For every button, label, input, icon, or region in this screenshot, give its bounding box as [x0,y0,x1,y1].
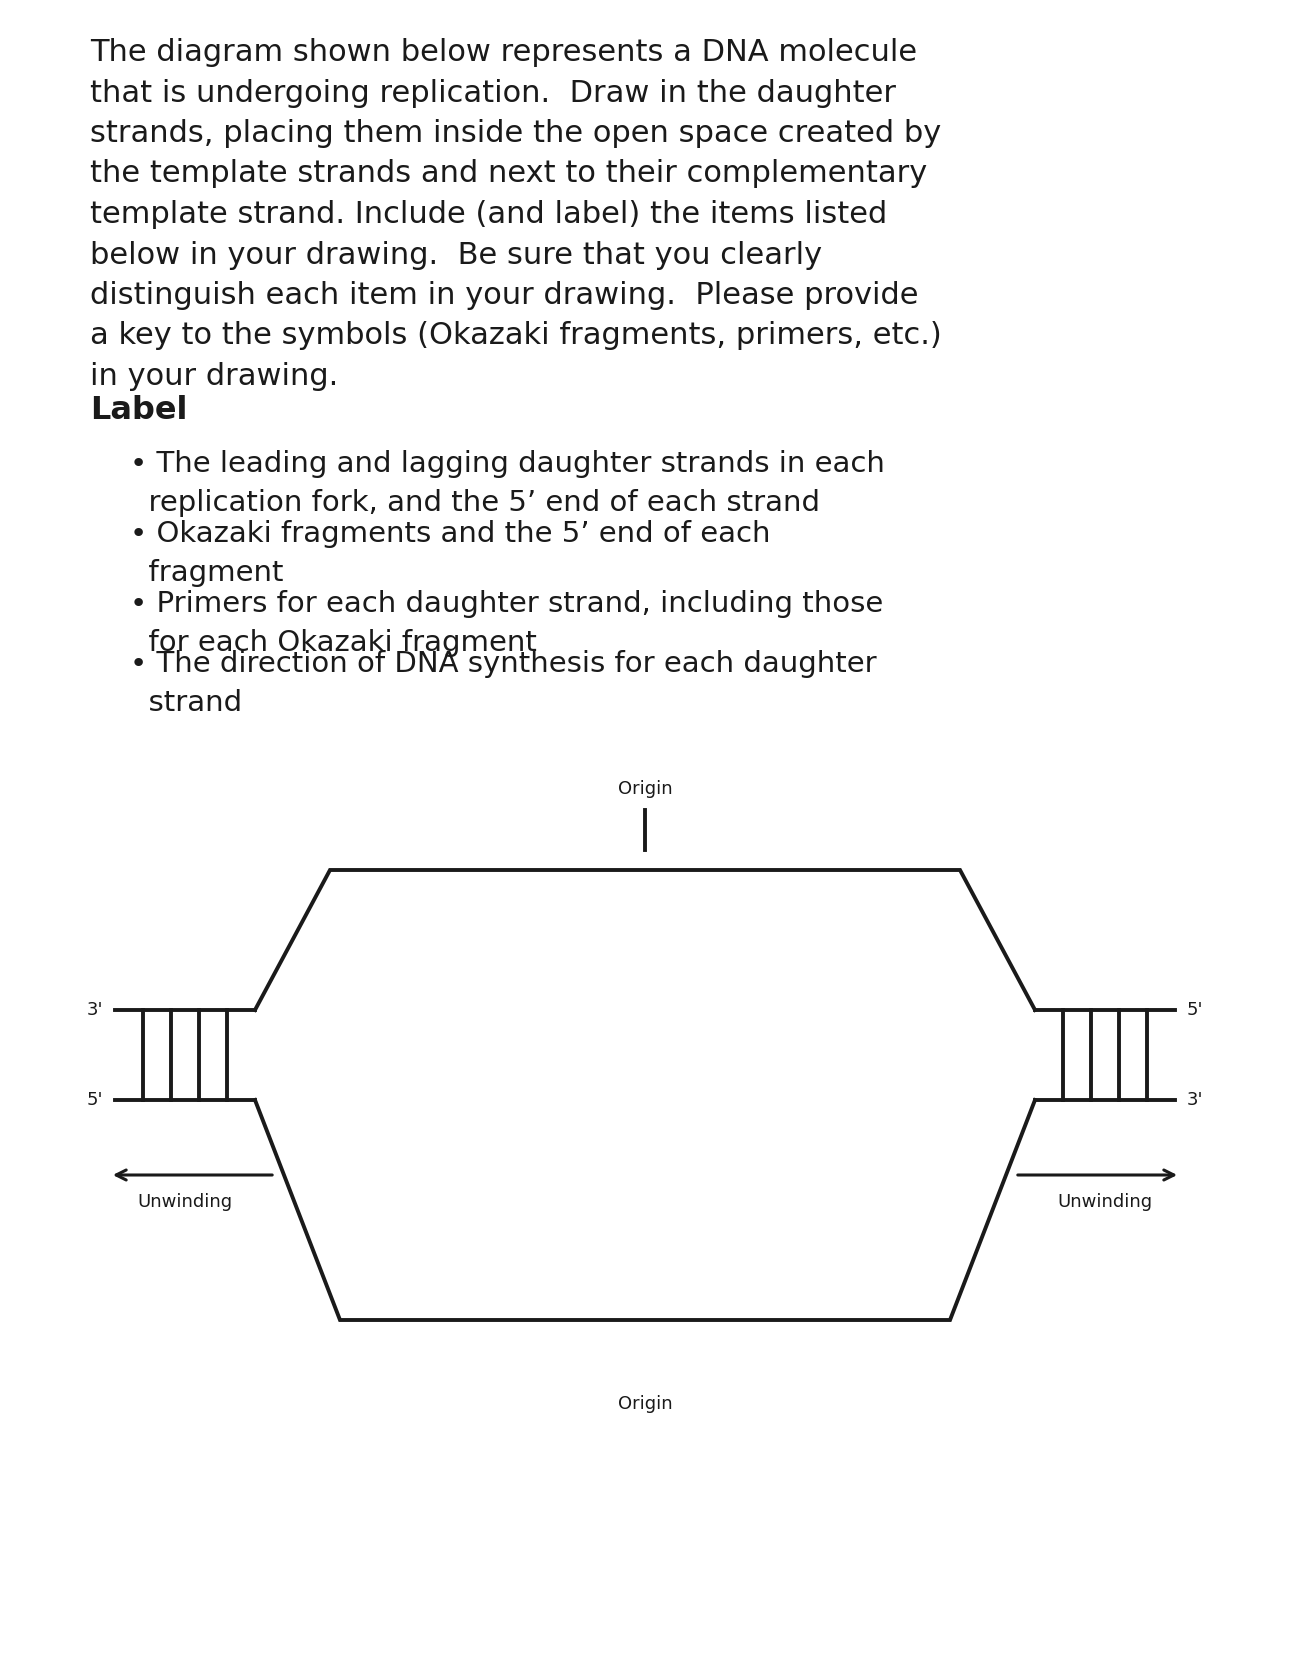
Text: • The direction of DNA synthesis for each daughter
  strand: • The direction of DNA synthesis for eac… [130,650,877,717]
Text: 5': 5' [86,1092,103,1109]
Text: Unwinding: Unwinding [138,1194,232,1211]
Text: 3': 3' [86,1002,103,1018]
Text: Origin: Origin [618,781,672,798]
Text: • The leading and lagging daughter strands in each
  replication fork, and the 5: • The leading and lagging daughter stran… [130,450,885,517]
Text: The diagram shown below represents a DNA molecule
that is undergoing replication: The diagram shown below represents a DNA… [90,38,942,391]
Text: Unwinding: Unwinding [1058,1194,1152,1211]
Text: • Okazaki fragments and the 5’ end of each
  fragment: • Okazaki fragments and the 5’ end of ea… [130,520,770,587]
Text: Origin: Origin [618,1394,672,1413]
Text: 3': 3' [1187,1092,1204,1109]
Text: 5': 5' [1187,1002,1204,1018]
Text: • Primers for each daughter strand, including those
  for each Okazaki fragment: • Primers for each daughter strand, incl… [130,590,884,657]
Text: Label: Label [90,395,187,426]
